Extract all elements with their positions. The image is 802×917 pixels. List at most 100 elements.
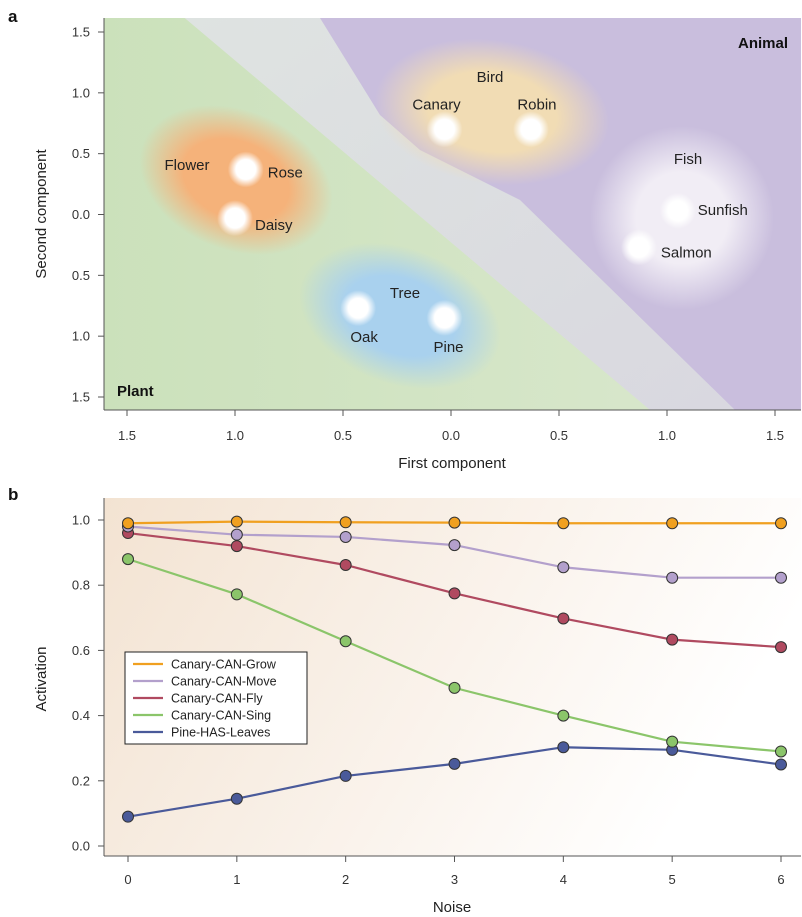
data-point-pine-has-leaves xyxy=(557,741,570,754)
panel-a-points: Rose Daisy Oak Pine Canary Robin Sunfish Salmon xyxy=(217,96,748,356)
animal-region xyxy=(210,18,801,410)
tree-cluster xyxy=(299,242,501,390)
region-label-plant: Plant xyxy=(117,383,154,400)
y-tick-label-b: 0.4 xyxy=(72,708,90,723)
data-point-canary-can-fly xyxy=(230,540,243,553)
panel-a: a Rose Daisy Oak Pine Canary Robin Sunfish Salm… xyxy=(8,7,801,472)
legend-label: Canary-CAN-Fly xyxy=(171,692,263,706)
x-tick-label-a: 1.5 xyxy=(118,428,136,443)
x-tick-label-b: 0 xyxy=(124,872,131,887)
y-tick-label-a: 1.0 xyxy=(72,85,90,100)
legend-label: Canary-CAN-Move xyxy=(171,675,277,689)
x-tick-label-b: 3 xyxy=(451,872,458,887)
y-tick-label-b: 0.6 xyxy=(72,643,90,658)
data-point-canary-can-sing xyxy=(557,709,570,722)
y-tick-label-a: 1.5 xyxy=(72,25,90,40)
point-salmon xyxy=(620,229,657,266)
point-robin xyxy=(512,111,549,148)
x-axis-label-b: Noise xyxy=(433,899,471,916)
panel-letter-b: b xyxy=(8,485,18,504)
cluster-label-flower: Flower xyxy=(164,157,209,174)
legend-label: Canary-CAN-Grow xyxy=(171,658,277,672)
series-pine-has-leaves xyxy=(122,741,787,823)
legend: Canary-CAN-Grow Canary-CAN-Move Canary-CAN… xyxy=(124,651,308,745)
data-point-canary-can-move xyxy=(557,561,570,574)
cluster-label-tree: Tree xyxy=(390,285,420,302)
y-tick-label-b: 1.0 xyxy=(72,513,90,528)
data-point-pine-has-leaves xyxy=(122,810,134,823)
data-point-pine-has-leaves xyxy=(448,757,461,770)
series-canary-can-sing xyxy=(122,553,787,758)
y-tick-label-b: 0.8 xyxy=(72,578,90,593)
data-point-canary-can-grow xyxy=(122,517,134,530)
data-point-canary-can-sing xyxy=(775,745,787,758)
point-pine xyxy=(426,299,463,336)
y-tick-label-a: 0.5 xyxy=(72,146,90,161)
data-point-canary-can-sing xyxy=(666,735,679,748)
x-axis-label-a: First component xyxy=(398,455,506,472)
point-label-salmon: Salmon xyxy=(661,244,712,261)
data-point-canary-can-grow xyxy=(775,517,787,530)
x-tick-label-b: 1 xyxy=(233,872,240,887)
data-point-canary-can-fly xyxy=(339,558,352,571)
data-point-canary-can-grow xyxy=(666,517,679,530)
point-label-sunfish: Sunfish xyxy=(698,202,748,219)
legend-label: Pine-HAS-Leaves xyxy=(171,726,270,740)
data-point-canary-can-grow xyxy=(230,515,243,528)
data-point-pine-has-leaves xyxy=(339,769,352,782)
x-tick-label-a: 1.0 xyxy=(658,428,676,443)
y-tick-label-b: 0.0 xyxy=(72,839,90,854)
data-point-canary-can-sing xyxy=(230,588,243,601)
point-label-canary: Canary xyxy=(412,96,461,113)
y-tick-label-a: 1.5 xyxy=(72,390,90,405)
cluster-label-fish: Fish xyxy=(674,151,702,168)
data-point-canary-can-move xyxy=(230,528,243,541)
data-point-canary-can-grow xyxy=(557,517,570,530)
y-tick-label-b: 0.2 xyxy=(72,773,90,788)
legend-label: Canary-CAN-Sing xyxy=(171,709,271,723)
x-tick-label-a: 0.0 xyxy=(442,428,460,443)
data-point-canary-can-fly xyxy=(666,633,679,646)
point-daisy xyxy=(217,200,253,237)
point-rose xyxy=(227,151,264,188)
x-tick-label-b: 5 xyxy=(669,872,676,887)
region-label-animal: Animal xyxy=(738,35,788,52)
point-label-oak: Oak xyxy=(350,329,378,346)
data-point-canary-can-sing xyxy=(339,635,352,648)
data-point-canary-can-grow xyxy=(339,516,352,529)
x-tick-label-b: 4 xyxy=(560,872,567,887)
y-axis-label-b: Activation xyxy=(33,646,50,711)
data-point-pine-has-leaves xyxy=(775,758,787,771)
point-canary xyxy=(426,111,463,148)
data-point-canary-can-move xyxy=(666,571,679,584)
bird-cluster xyxy=(374,38,610,186)
panel-b-axes: 0 1 2 3 4 5 6 0.0 0.2 0.4 0.6 0.8 1.0 xyxy=(72,513,785,888)
panel-b-series xyxy=(122,515,787,823)
x-tick-label-a: 1.0 xyxy=(226,428,244,443)
data-point-canary-can-fly xyxy=(557,612,570,625)
y-axis-label-a: Second component xyxy=(33,149,50,279)
point-label-daisy: Daisy xyxy=(255,217,293,234)
panel-a-axes: 1.5 1.0 0.5 0.0 0.5 1.0 1.5 1.5 1.0 0.5 0.0 0.5 1.0 1… xyxy=(72,18,801,443)
y-tick-label-a: 1.0 xyxy=(72,329,90,344)
point-label-rose: Rose xyxy=(268,164,303,181)
x-tick-label-a: 0.5 xyxy=(550,428,568,443)
data-point-pine-has-leaves xyxy=(230,792,243,805)
x-tick-label-a: 0.5 xyxy=(334,428,352,443)
region-backgrounds xyxy=(104,18,801,410)
y-tick-label-a: 0.0 xyxy=(72,207,90,222)
data-point-canary-can-fly xyxy=(775,641,787,654)
point-oak xyxy=(340,290,377,327)
point-label-robin: Robin xyxy=(517,96,556,113)
data-point-canary-can-sing xyxy=(448,681,461,694)
data-point-canary-can-move xyxy=(448,539,461,552)
data-point-canary-can-fly xyxy=(448,587,461,600)
legend-items: Canary-CAN-Grow Canary-CAN-Move Canary-CAN… xyxy=(133,658,277,740)
x-tick-label-b: 2 xyxy=(342,872,349,887)
panel-letter-a: a xyxy=(8,7,18,26)
point-label-pine: Pine xyxy=(434,339,464,356)
point-sunfish xyxy=(659,192,696,229)
data-point-canary-can-move xyxy=(339,530,352,543)
series-canary-can-fly xyxy=(122,527,787,654)
data-point-canary-can-move xyxy=(775,571,787,584)
